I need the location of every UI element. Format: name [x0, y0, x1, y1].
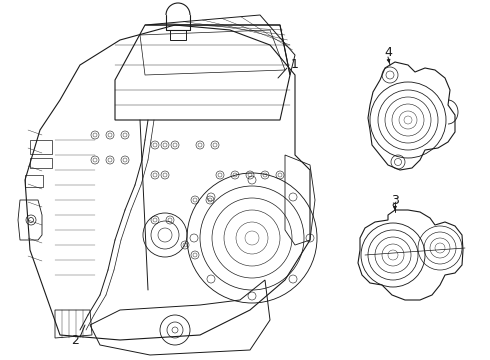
Text: 4: 4 — [384, 45, 392, 58]
Text: 2: 2 — [71, 333, 79, 346]
Text: 1: 1 — [291, 58, 299, 72]
Text: 3: 3 — [391, 194, 399, 207]
